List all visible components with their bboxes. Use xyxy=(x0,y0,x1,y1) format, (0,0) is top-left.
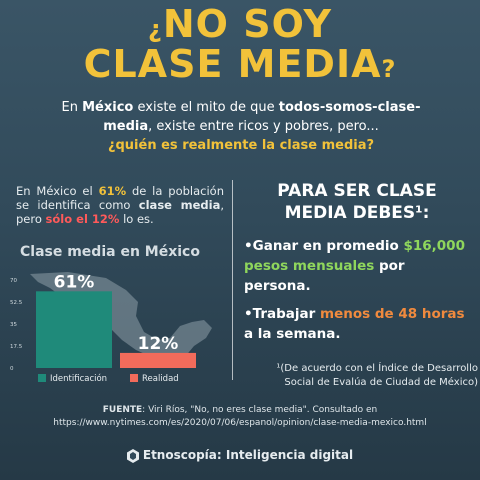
left-text-2: de la población se identifica como xyxy=(16,184,224,212)
y-tick-label: 17.5 xyxy=(10,344,23,350)
etnoscopia-logo-icon xyxy=(126,448,139,463)
legend-label: Identificación xyxy=(50,373,107,384)
hours-amount: menos de 48 horas xyxy=(320,306,465,322)
y-tick-label: 0 xyxy=(10,366,14,372)
intro-mexico: México xyxy=(82,100,134,115)
source-citation: FUENTE: Viri Ríos, "No, no eres clase me… xyxy=(20,404,460,430)
chart-legend: Identificación Realidad xyxy=(38,373,179,384)
title-text-line1: NO SOY xyxy=(162,2,333,46)
vertical-divider xyxy=(232,180,233,380)
bar-value-label: 12% xyxy=(138,334,179,354)
left-solo: sólo el 12% xyxy=(45,212,120,226)
y-tick-label: 35 xyxy=(10,322,17,328)
title-line1: ¿NO SOY xyxy=(0,2,480,51)
requirements-heading: PARA SER CLASE MEDIA DEBES¹: xyxy=(244,180,470,224)
source-label: FUENTE xyxy=(102,405,143,415)
brand-text: Etnoscopía: Inteligencia digital xyxy=(142,448,354,462)
legend-swatch xyxy=(130,374,138,382)
title-close-question-mark: ? xyxy=(381,55,397,83)
intro-question: ¿quién es realmente la clase media? xyxy=(107,138,375,153)
intro-text-2: existe el mito de que xyxy=(133,100,279,115)
hours-text-1: Trabajar xyxy=(252,306,321,322)
left-paragraph: En México el 61% de la población se iden… xyxy=(16,184,224,226)
title-open-question-mark: ¿ xyxy=(147,15,163,43)
footnote: ¹(De acuerdo con el Índice de Desarrollo… xyxy=(276,363,478,388)
left-text-4: lo es. xyxy=(119,212,154,226)
bullet-marker: • xyxy=(244,238,253,254)
income-text-2: por persona. xyxy=(244,258,405,294)
left-text-3: , pero xyxy=(16,198,224,226)
hours-text-2: a la semana. xyxy=(244,326,341,342)
left-text-1: En México el xyxy=(16,184,99,198)
bar-value-label: 61% xyxy=(54,272,95,292)
source-text: : Viri Ríos, "No, no eres clase media". … xyxy=(53,405,427,428)
legend-swatch xyxy=(38,374,46,382)
brand-footer: Etnoscopía: Inteligencia digital xyxy=(0,448,480,463)
requirement-hours: •Trabajar menos de 48 horas a la semana. xyxy=(244,304,470,344)
bar-chart: 0 17.5 35 52.5 70 61% 12% Identificación Reali… xyxy=(10,272,212,384)
requirements-heading-line1: PARA SER CLASE xyxy=(277,181,437,201)
title-line2: CLASE MEDIA? xyxy=(0,42,480,91)
intro-text-1: En xyxy=(61,100,83,115)
intro-text-3: , existe entre ricos y pobres, pero... xyxy=(148,119,379,134)
title-text-line2: CLASE MEDIA xyxy=(83,42,382,86)
requirements-heading-line2: MEDIA DEBES¹: xyxy=(284,203,430,223)
legend-label: Realidad xyxy=(142,374,179,384)
income-text-1: Ganar en promedio xyxy=(252,238,404,254)
bars: 61% 12% xyxy=(36,272,196,368)
bar-realidad xyxy=(120,352,196,368)
income-amount: $16,000 pesos mensuales xyxy=(244,238,465,274)
left-clase-media: clase media xyxy=(138,198,221,212)
bar-identificación xyxy=(36,291,112,368)
y-axis: 0 17.5 35 52.5 70 xyxy=(10,278,23,372)
y-tick-label: 52.5 xyxy=(10,300,23,306)
chart-title: Clase media en México xyxy=(20,244,200,260)
bullet-marker: • xyxy=(244,306,253,322)
requirement-income: •Ganar en promedio $16,000 pesos mensual… xyxy=(244,236,470,296)
left-pct61: 61% xyxy=(98,184,127,198)
y-tick-label: 70 xyxy=(10,278,17,284)
intro-paragraph: En México existe el mito de que todos-so… xyxy=(56,98,426,155)
intro-todos: todos-somos-clase-media xyxy=(103,100,421,134)
